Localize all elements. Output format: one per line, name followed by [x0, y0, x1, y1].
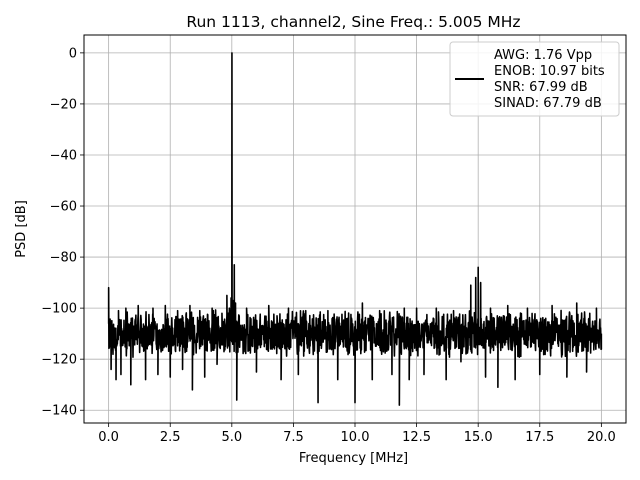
- legend-line-4: SINAD: 67.79 dB: [494, 96, 602, 111]
- x-tick-label: 10.0: [341, 430, 370, 445]
- y-tick-label: −80: [50, 251, 77, 266]
- legend-line-2: ENOB: 10.97 bits: [494, 64, 605, 79]
- legend-line-3: SNR: 67.99 dB: [494, 80, 588, 95]
- legend-line-1: AWG: 1.76 Vpp: [494, 48, 592, 63]
- x-tick-label: 17.5: [525, 430, 554, 445]
- x-tick-label: 2.5: [160, 430, 181, 445]
- x-tick-label: 12.5: [402, 430, 431, 445]
- y-tick-label: 0: [69, 46, 77, 61]
- psd-series: [107, 52, 603, 406]
- x-axis-label: Frequency [MHz]: [299, 451, 408, 466]
- y-tick-label: −140: [41, 404, 77, 419]
- x-tick-label: 5.0: [221, 430, 242, 445]
- x-axis-ticks: 0.0 2.5 5.0 7.5 10.0 12.5 15.0 17.5 20.0: [98, 423, 616, 445]
- x-tick-label: 20.0: [587, 430, 616, 445]
- x-tick-label: 0.0: [98, 430, 119, 445]
- y-tick-label: −40: [50, 148, 77, 163]
- psd-series-line: [107, 52, 603, 406]
- y-axis-ticks: 0 −20 −40 −60 −80 −100 −120 −140: [41, 46, 84, 419]
- x-tick-label: 7.5: [283, 430, 304, 445]
- x-tick-label: 15.0: [464, 430, 493, 445]
- y-axis-label: PSD [dB]: [14, 200, 29, 258]
- chart-title: Run 1113, channel2, Sine Freq.: 5.005 MH…: [186, 13, 520, 31]
- legend-box: [449, 41, 620, 117]
- y-tick-label: −60: [50, 200, 77, 215]
- y-tick-label: −120: [41, 353, 77, 368]
- legend: AWG: 1.76 Vpp ENOB: 10.97 bits SNR: 67.9…: [449, 41, 620, 117]
- y-tick-label: −20: [50, 97, 77, 112]
- y-tick-label: −100: [41, 302, 77, 317]
